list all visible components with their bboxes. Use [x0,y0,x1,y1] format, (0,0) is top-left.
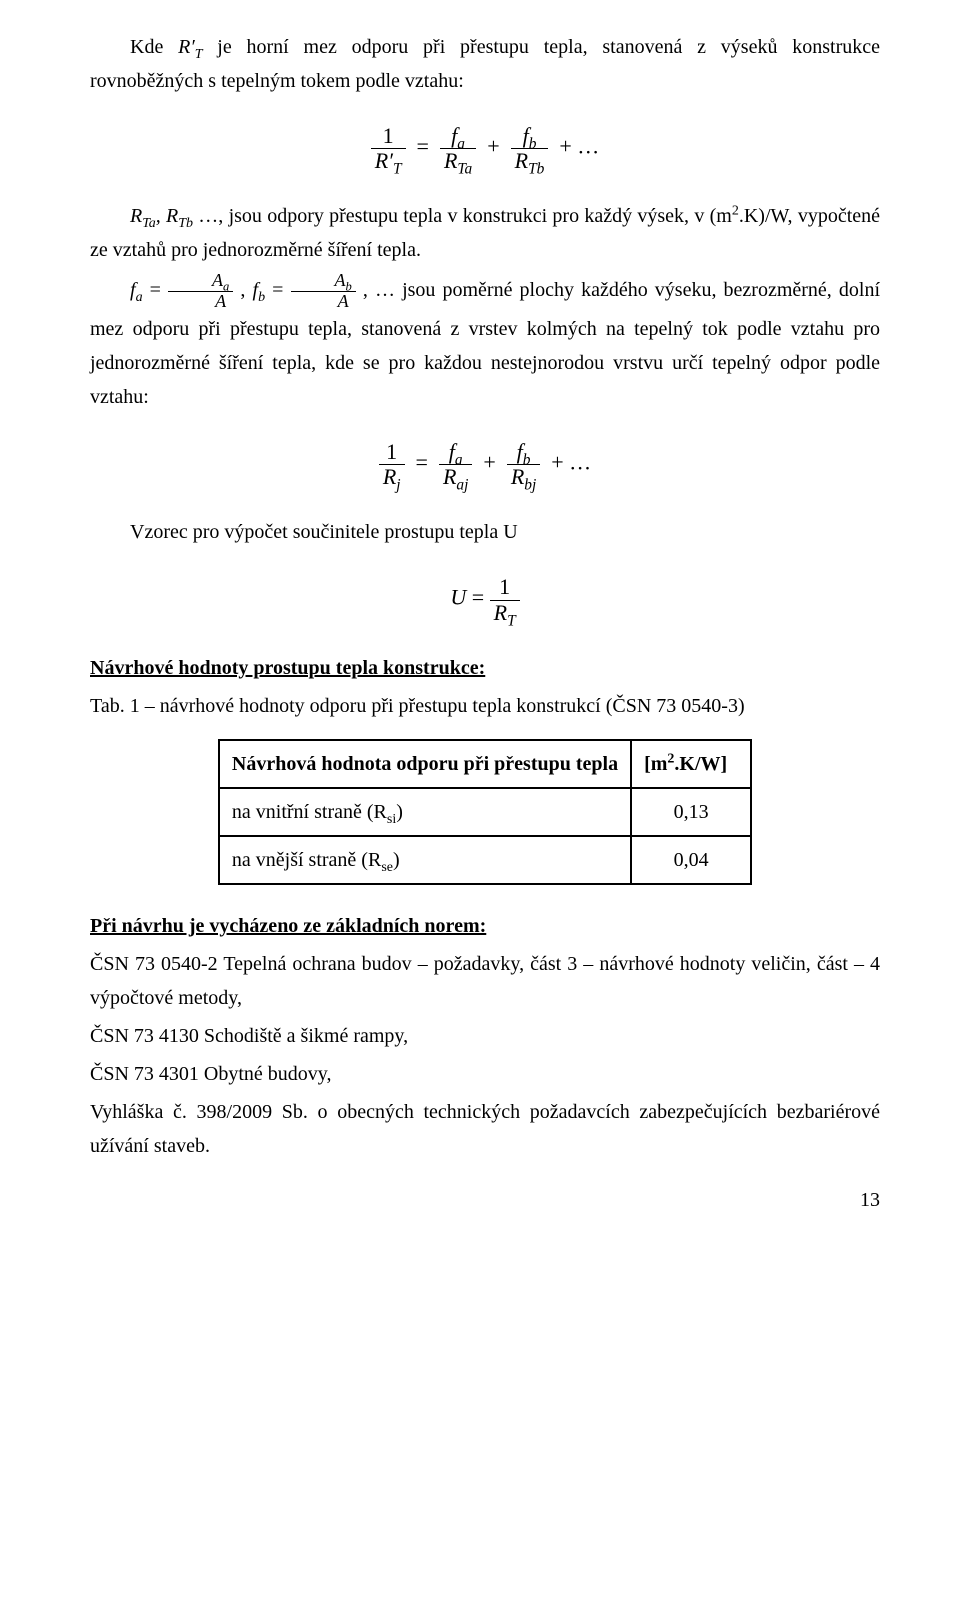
table-caption: Tab. 1 – návrhové hodnoty odporu při pře… [90,689,880,723]
row1-value: 0,13 [631,788,751,836]
vzorec-line: Vzorec pro výpočet součinitele prostupu … [90,515,880,549]
math-rta-rtb: RTa, RTb [130,205,193,227]
equation-3: U = 1RT [90,575,880,624]
r1-sub: si [387,812,396,827]
heading-normy: Při návrhu je vycházeno ze základních no… [90,909,880,943]
math-fb: fb [253,279,266,301]
paragraph-3: fa = AaA , fb = AbA , … jsou poměrné plo… [90,271,880,414]
table-header-row: Návrhová hodnota odporu při přestupu tep… [219,740,751,788]
p1-text-a: Kde [130,36,178,58]
paragraph-1: Kde R′T je horní mez odporu při přestupu… [90,30,880,98]
heading-navrhove: Návrhové hodnoty prostupu tepla konstruk… [90,651,880,685]
r2-la: na vnější straně (R [232,849,381,871]
math-rprime-t: R′T [178,36,202,58]
norm-3: ČSN 73 4301 Obytné budovy, [90,1057,880,1091]
r1-la: na vnitřní straně (R [232,801,387,823]
r1-lb: ) [396,801,403,823]
row1-label: na vnitřní straně (Rsi) [219,788,631,836]
p2-text-a: …, jsou odpory přestupu tepla v konstruk… [193,205,732,227]
th2-a: [m [644,753,667,775]
table-row: na vnitřní straně (Rsi) 0,13 [219,788,751,836]
sup-2a: 2 [732,204,739,219]
frac-ab-a: AbA [291,271,356,312]
frac-aa-a: AaA [168,271,233,312]
r2-sub: se [381,860,393,875]
resistance-table: Návrhová hodnota odporu při přestupu tep… [218,739,752,885]
p1-text-b: je horní mez odporu při přestupu tepla, … [90,36,880,92]
r2-lb: ) [393,849,400,871]
row2-label: na vnější straně (Rse) [219,836,631,884]
equation-2: 1Rj = faRaj + fbRbj + … [90,440,880,489]
th1-text: Návrhová hodnota odporu při přestupu tep… [232,753,618,775]
table-header-2: [m2.K/W] [631,740,751,788]
th2-b: .K/W] [674,753,727,775]
norm-2: ČSN 73 4130 Schodiště a šikmé rampy, [90,1019,880,1053]
norm-4: Vyhláška č. 398/2009 Sb. o obecných tech… [90,1095,880,1163]
page-number: 13 [90,1183,880,1217]
math-fa: fa [130,279,143,301]
row2-value: 0,04 [631,836,751,884]
norm-1: ČSN 73 0540-2 Tepelná ochrana budov – po… [90,947,880,1015]
table-header-1: Návrhová hodnota odporu při přestupu tep… [219,740,631,788]
table-row: na vnější straně (Rse) 0,04 [219,836,751,884]
equation-1: 1R′T = faRTa + fbRTb + … [90,124,880,173]
paragraph-2: RTa, RTb …, jsou odpory přestupu tepla v… [90,199,880,267]
